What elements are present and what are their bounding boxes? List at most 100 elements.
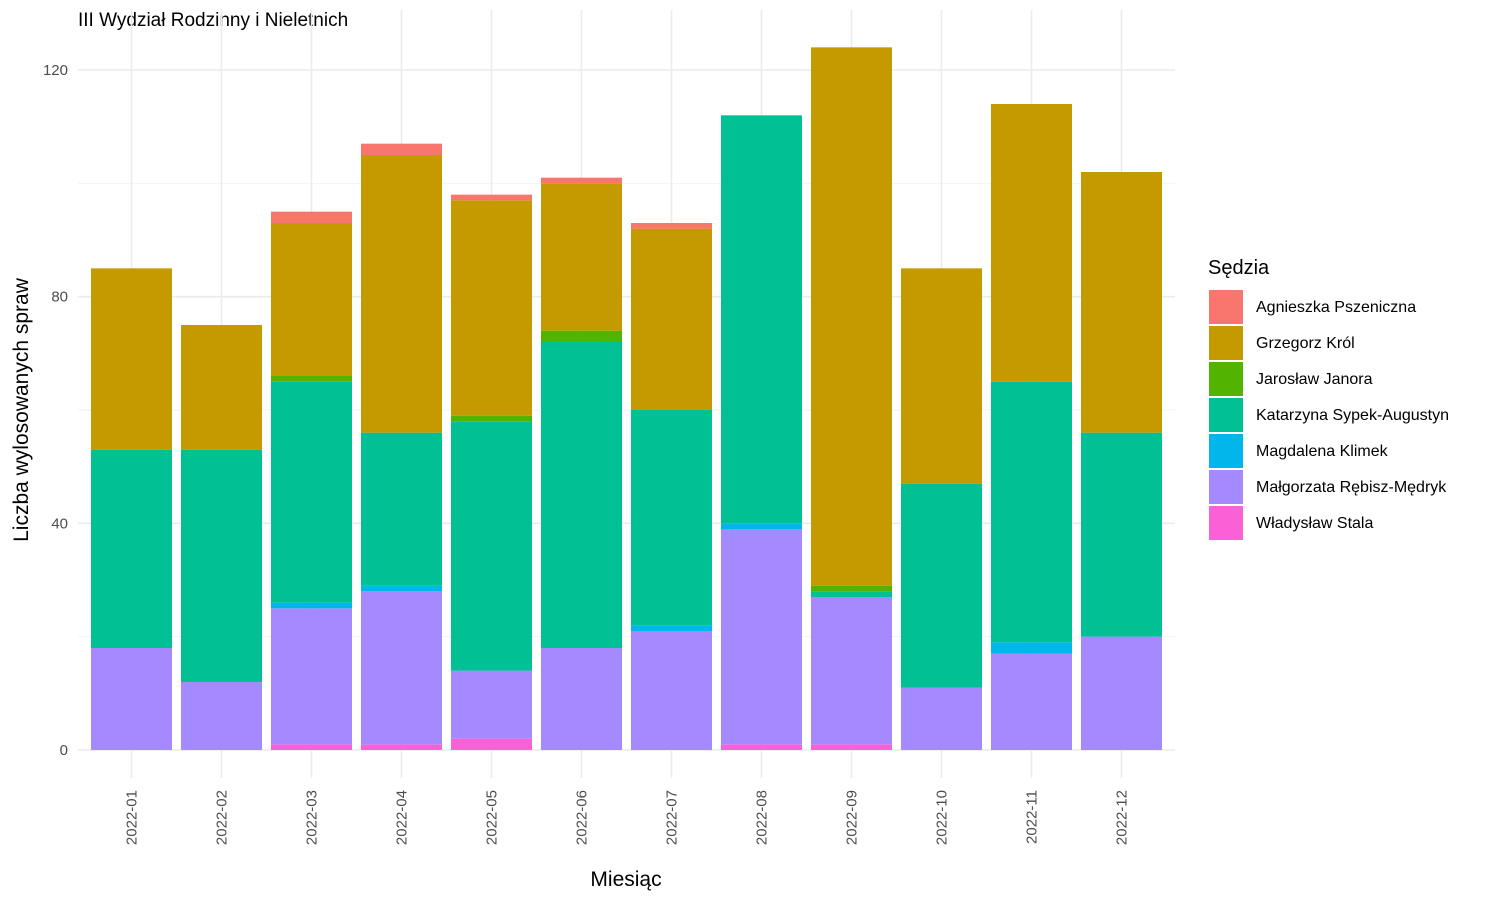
bar-segment — [271, 744, 352, 750]
legend-label: Grzegorz Król — [1256, 335, 1355, 352]
y-tick-label: 40 — [51, 515, 68, 532]
bar-segment — [1081, 636, 1162, 750]
x-tick-label: 2022-10 — [934, 790, 951, 845]
bar-segment — [91, 449, 172, 648]
legend-item: Agnieszka Pszeniczna — [1209, 290, 1416, 324]
legend-key — [1209, 398, 1243, 432]
bar-segment — [631, 410, 712, 626]
bar-segment — [271, 223, 352, 376]
bar-segment — [181, 449, 262, 682]
x-tick-label: 2022-04 — [394, 790, 411, 845]
legend-label: Katarzyna Sypek-Augustyn — [1256, 407, 1449, 424]
x-tick-label: 2022-05 — [484, 790, 501, 845]
bar-segment — [721, 115, 802, 524]
bar-segment — [361, 432, 442, 586]
legend-item: Małgorzata Rębisz-Mędryk — [1209, 470, 1447, 504]
bar-segment — [631, 223, 712, 229]
bar-segment — [541, 342, 622, 648]
bar-segment — [361, 155, 442, 433]
bar-segment — [811, 585, 892, 592]
legend-label: Władysław Stala — [1256, 515, 1373, 532]
bar-segment — [721, 523, 802, 529]
bar-segment — [991, 653, 1072, 750]
bar-segment — [811, 591, 892, 597]
y-axis-title: Liczba wylosowanych spraw — [10, 277, 33, 542]
legend-key — [1209, 362, 1243, 396]
bar-segment — [91, 268, 172, 450]
bar-segment — [451, 421, 532, 671]
bar-segment — [361, 585, 442, 592]
y-tick-label: 80 — [51, 289, 68, 306]
bar-segment — [271, 376, 352, 382]
bar-segment — [181, 682, 262, 750]
legend-item: Grzegorz Król — [1209, 326, 1355, 360]
bars-layer — [91, 47, 1162, 750]
bar-segment — [271, 381, 352, 603]
bar-segment — [721, 744, 802, 750]
legend-item: Magdalena Klimek — [1209, 434, 1389, 468]
bar-segment — [811, 47, 892, 586]
y-tick-label: 120 — [43, 62, 68, 79]
x-tick-label: 2022-12 — [1114, 790, 1131, 845]
legend-label: Jarosław Janora — [1256, 371, 1373, 388]
bar-segment — [541, 648, 622, 750]
bar-segment — [91, 648, 172, 750]
legend-label: Magdalena Klimek — [1256, 443, 1389, 460]
bar-segment — [451, 200, 532, 416]
bar-segment — [991, 104, 1072, 382]
legend-label: Agnieszka Pszeniczna — [1256, 299, 1416, 316]
bar-segment — [991, 642, 1072, 654]
legend-title: Sędzia — [1208, 257, 1270, 279]
legend-label: Małgorzata Rębisz-Mędryk — [1256, 479, 1447, 496]
bar-segment — [901, 483, 982, 688]
legend: Sędzia Agnieszka Pszeniczna Grzegorz Król… — [1208, 257, 1449, 540]
x-tick-label: 2022-03 — [304, 790, 321, 845]
legend-key — [1209, 470, 1243, 504]
legend-key — [1209, 434, 1243, 468]
legend-item: Jarosław Janora — [1209, 362, 1373, 396]
bar-segment — [1081, 432, 1162, 637]
x-tick-label: 2022-02 — [214, 790, 231, 845]
chart-title: III Wydział Rodzinny i Nieletnich — [78, 10, 348, 31]
x-tick-label: 2022-06 — [574, 790, 591, 845]
bar-segment — [541, 177, 622, 184]
bar-segment — [991, 381, 1072, 643]
x-tick-label: 2022-07 — [664, 790, 681, 845]
legend-key — [1209, 506, 1243, 540]
bar-segment — [1081, 172, 1162, 433]
bar-segment — [811, 744, 892, 750]
bar-segment — [631, 631, 712, 750]
legend-key — [1209, 290, 1243, 324]
bar-segment — [361, 591, 442, 745]
bar-segment — [181, 325, 262, 450]
bar-segment — [901, 268, 982, 484]
x-axis-ticks: 2022-01 2022-02 2022-03 2022-04 2022-05 2022-… — [124, 790, 1131, 845]
x-tick-label: 2022-11 — [1024, 790, 1041, 844]
bar-segment — [271, 211, 352, 223]
x-tick-label: 2022-08 — [754, 790, 771, 845]
legend-item: Katarzyna Sypek-Augustyn — [1209, 398, 1449, 432]
bar-segment — [451, 738, 532, 750]
y-axis-ticks: 0 40 80 120 — [43, 62, 68, 759]
x-axis-title: Miesiąc — [590, 868, 661, 891]
bar-segment — [451, 670, 532, 739]
x-tick-label: 2022-09 — [844, 790, 861, 845]
legend-key — [1209, 326, 1243, 360]
y-tick-label: 0 — [60, 742, 68, 759]
legend-item: Władysław Stala — [1209, 506, 1373, 540]
bar-segment — [361, 744, 442, 750]
bar-segment — [541, 330, 622, 342]
x-tick-label: 2022-01 — [124, 790, 141, 845]
bar-segment — [271, 602, 352, 609]
bar-segment — [271, 608, 352, 745]
bar-segment — [451, 415, 532, 422]
bar-segment — [901, 687, 982, 750]
bar-segment — [721, 529, 802, 745]
bar-segment — [541, 183, 622, 331]
bar-segment — [811, 597, 892, 745]
bar-segment — [631, 625, 712, 631]
bar-segment — [451, 194, 532, 201]
bar-segment — [361, 143, 442, 155]
bar-segment — [631, 228, 712, 410]
